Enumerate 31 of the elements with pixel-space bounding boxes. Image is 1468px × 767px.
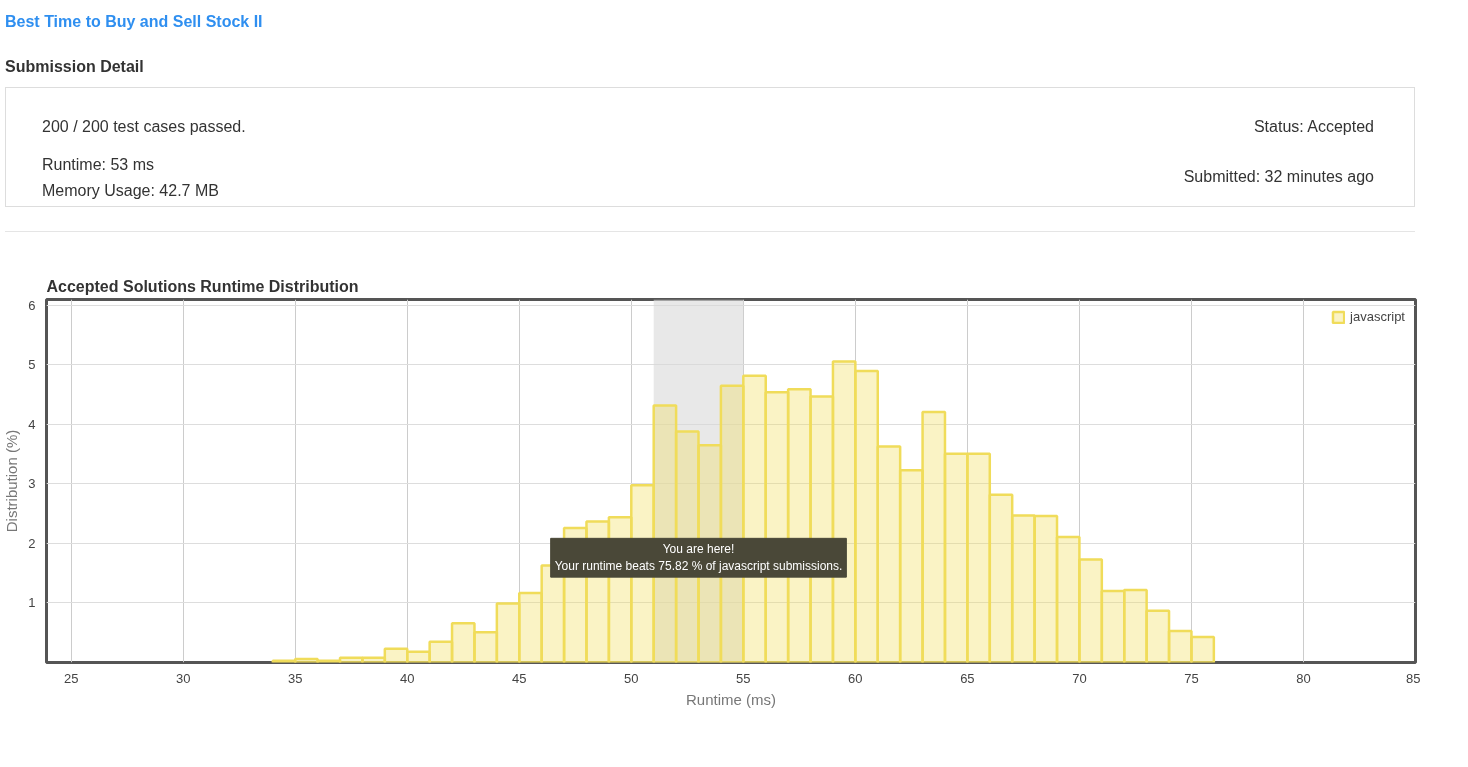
x-tick-label: 40 (400, 670, 415, 686)
text: Status: Accepted (1253, 116, 1374, 137)
x-tick-label: 75 (1184, 670, 1199, 686)
x-tick-label: 30 (175, 670, 191, 686)
chart-title: Accepted Solutions Runtime Distribution (46, 277, 359, 295)
y-tick-label: 5 (28, 357, 36, 373)
text: Memory Usage: 42.7 MB (42, 180, 219, 201)
text: Best Time to Buy and Sell Stock II (5, 12, 264, 32)
x-tick-label: 35 (287, 670, 303, 686)
y-tick-label: 2 (28, 535, 36, 551)
x-tick-label: 65 (960, 670, 975, 686)
annotation: You are here! Your runtime beats 75.82 % of javascript submissions. (554, 542, 843, 574)
x-axis-title: Runtime (ms) (686, 690, 777, 708)
x-tick-label: 55 (736, 670, 751, 686)
x-tick-label: 60 (848, 670, 863, 686)
text: Submitted: 32 minutes ago (1183, 166, 1374, 187)
y-axis-title: Distribution (%) (3, 429, 21, 533)
x-tick-label: 45 (512, 670, 527, 686)
x-tick-label: 70 (1072, 670, 1087, 686)
legend-label: javascript (1350, 309, 1405, 324)
text: Runtime: 53 ms (42, 154, 155, 175)
x-tick-label: 25 (63, 670, 79, 686)
text: Submission Detail (5, 56, 145, 77)
y-tick-label: 6 (28, 297, 36, 313)
x-tick-label: 50 (624, 670, 639, 686)
text: 200 / 200 test cases passed. (42, 116, 246, 137)
y-tick-label: 3 (28, 476, 36, 492)
y-tick-label: 4 (28, 416, 36, 432)
x-tick-label: 80 (1296, 670, 1311, 686)
x-tick-label: 85 (1406, 670, 1421, 686)
y-tick-label: 1 (28, 595, 36, 611)
